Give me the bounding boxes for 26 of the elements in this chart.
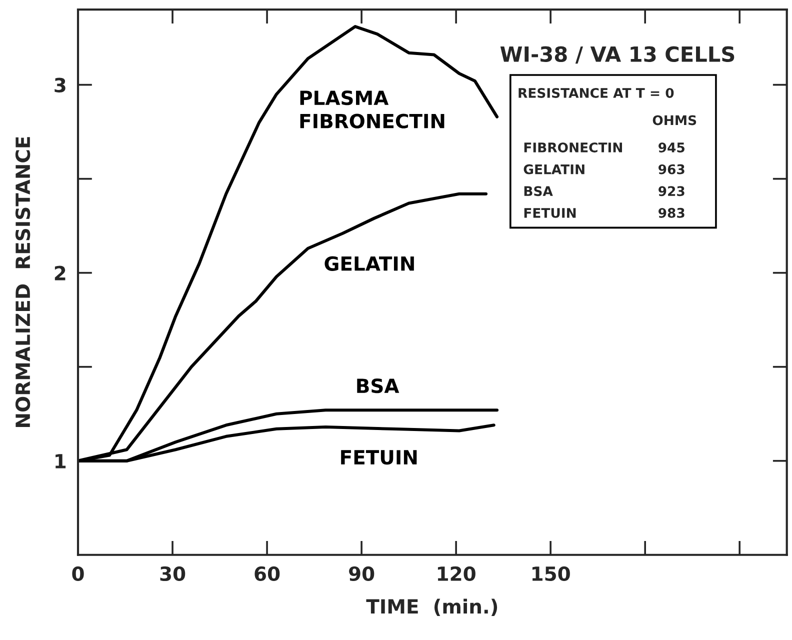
annotation: WI-38 / VA 13 CELLS [500,46,734,64]
y-tick-label: 2 [54,266,66,280]
annotation: RESISTANCE AT T = 0 [518,88,674,98]
x-tick-label: 150 [532,566,570,582]
annotation: FETUIN [524,208,576,218]
series-label: FETUIN [341,450,417,465]
y-axis-title: NORMALIZED RESISTANCE [15,137,30,427]
x-axis-title: TIME (min.) [366,598,498,616]
annotation: 923 [658,186,684,196]
annotation: FIBRONECTIN [524,142,622,152]
y-tick-label: 3 [54,78,66,92]
x-tick-label: 90 [349,566,374,582]
annotation: GELATIN [524,164,584,174]
x-tick-label: 60 [254,566,280,582]
annotation: BSA [524,186,553,196]
y-tick-label: 1 [56,454,66,468]
annotation: 963 [658,164,684,174]
annotation: OHMS [652,115,696,126]
x-tick-label: 120 [438,566,476,582]
series-label: BSA [357,378,400,394]
annotation: 983 [658,208,684,218]
x-tick-label: 30 [160,566,186,582]
x-tick-label: 0 [72,566,84,582]
series-label: PLASMA FIBRONECTIN [300,90,444,128]
series-label: GELATIN [324,256,414,271]
annotation: 945 [658,142,684,152]
